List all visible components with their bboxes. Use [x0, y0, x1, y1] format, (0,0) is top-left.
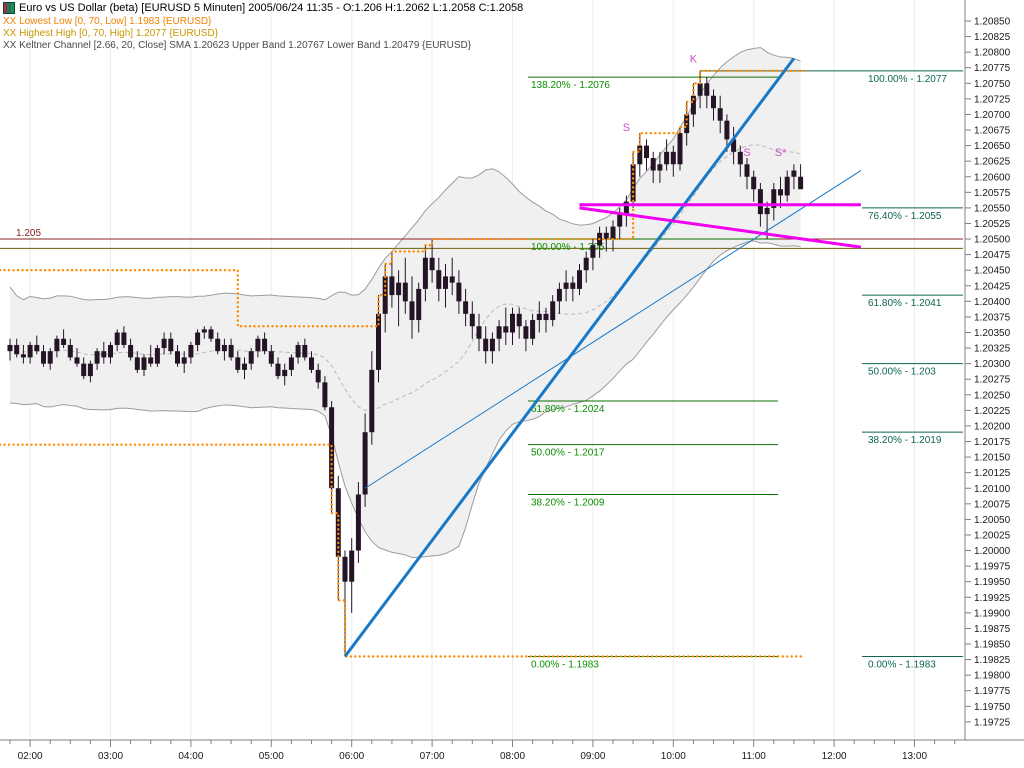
price-tick-label: 1.20000 [974, 546, 1011, 557]
time-tick-label: 13:00 [902, 751, 927, 762]
price-tick-label: 1.20675 [974, 126, 1011, 137]
fib-level-label: 138.20% - 1.2076 [531, 80, 610, 91]
time-tick-label: 05:00 [259, 751, 284, 762]
price-tick-label: 1.20850 [974, 17, 1011, 28]
time-tick-label: 03:00 [98, 751, 123, 762]
fib-level-label: 50.00% - 1.203 [868, 367, 936, 378]
descending-support-line[interactable] [579, 206, 862, 249]
price-tick-label: 1.19875 [974, 624, 1011, 635]
price-tick-label: 1.20650 [974, 141, 1011, 152]
time-tick-label: 10:00 [661, 751, 686, 762]
fib-retracement-primary[interactable]: 138.20% - 1.2076 100.00% - 1.205 61.80% - … [528, 76, 778, 670]
price-tick-label: 1.20375 [974, 312, 1011, 323]
window-title: Euro vs US Dollar (beta) [EURUSD 5 Minut… [19, 1, 524, 14]
legend-lowest-low: XX Lowest Low [0, 70, Low] 1.1983 {EURUS… [3, 16, 212, 27]
fib-level-label: 0.00% - 1.1983 [531, 659, 599, 670]
price-tick-label: 1.20400 [974, 297, 1011, 308]
time-tick-label: 04:00 [178, 751, 203, 762]
fib-retracement-secondary[interactable]: 100.00% - 1.2077 76.40% - 1.2055 61.80% - … [700, 70, 963, 671]
time-tick-label: 06:00 [339, 751, 364, 762]
annotation-label[interactable]: S [743, 147, 750, 159]
price-tick-label: 1.20575 [974, 188, 1011, 199]
price-tick-label: 1.20450 [974, 266, 1011, 277]
lowest-low-line [0, 443, 806, 658]
price-tick-label: 1.20175 [974, 437, 1011, 448]
price-tick-label: 1.20125 [974, 468, 1011, 479]
chart-icon [3, 2, 15, 14]
price-tick-label: 1.19800 [974, 671, 1011, 682]
price-tick-label: 1.19850 [974, 640, 1011, 651]
annotation-label[interactable]: S [623, 122, 630, 134]
price-tick-label: 1.20025 [974, 530, 1011, 541]
time-tick-label: 08:00 [500, 751, 525, 762]
price-tick-label: 1.20725 [974, 94, 1011, 105]
fib-level-label: 61.80% - 1.2041 [868, 298, 942, 309]
price-tick-label: 1.20150 [974, 453, 1011, 464]
price-tick-label: 1.20225 [974, 406, 1011, 417]
price-tick-label: 1.19975 [974, 562, 1011, 573]
price-tick-label: 1.20600 [974, 172, 1011, 183]
price-tick-label: 1.20275 [974, 375, 1011, 386]
time-axis[interactable]: 02:00 03:00 04:00 05:00 06:00 07:00 08:00 09:00… [9, 740, 956, 762]
time-tick-label: 07:00 [420, 751, 445, 762]
price-tick-label: 1.20750 [974, 79, 1011, 90]
legend-keltner: XX Keltner Channel [2.66, 20, Close] SMA… [3, 40, 472, 51]
annotation-label[interactable]: K [690, 53, 698, 65]
fib-level-label: 50.00% - 1.2017 [531, 448, 605, 459]
price-tick-label: 1.20625 [974, 157, 1011, 168]
price-tick-label: 1.19750 [974, 702, 1011, 713]
price-tick-label: 1.20100 [974, 484, 1011, 495]
fib-level-label: 100.00% - 1.2077 [868, 74, 947, 85]
price-tick-label: 1.20050 [974, 515, 1011, 526]
fib-level-label: 38.20% - 1.2009 [531, 497, 605, 508]
time-tick-label: 12:00 [822, 751, 847, 762]
price-axis[interactable]: 1.20850 1.20825 1.20800 1.20775 1.20750 1.207… [965, 17, 1011, 729]
price-tick-label: 1.20425 [974, 281, 1011, 292]
donchian-lines [0, 69, 806, 658]
price-tick-label: 1.20550 [974, 203, 1011, 214]
annotation-label[interactable]: S* [775, 147, 787, 159]
price-tick-label: 1.20700 [974, 110, 1011, 121]
keltner-sma-line [9, 144, 801, 411]
price-tick-label: 1.19775 [974, 686, 1011, 697]
price-tick-label: 1.20350 [974, 328, 1011, 339]
chart-legend: Euro vs US Dollar (beta) [EURUSD 5 Minut… [3, 2, 523, 51]
drawn-lines[interactable] [343, 57, 862, 658]
time-tick-label: 09:00 [580, 751, 605, 762]
fib-level-label: 38.20% - 1.2019 [868, 435, 942, 446]
candles [7, 70, 804, 657]
price-tick-label: 1.20525 [974, 219, 1011, 230]
fib-level-label: 100.00% - 1.205 [531, 242, 605, 253]
highest-high-line [0, 69, 806, 328]
price-tick-label: 1.20300 [974, 359, 1011, 370]
price-tick-label: 1.20200 [974, 421, 1011, 432]
fib-level-label: 0.00% - 1.1983 [868, 659, 936, 670]
time-tick-label: 02:00 [18, 751, 43, 762]
price-tick-label: 1.20250 [974, 390, 1011, 401]
price-tick-label: 1.20825 [974, 32, 1011, 43]
price-tick-label: 1.20075 [974, 499, 1011, 510]
fib-level-label: 61.80% - 1.2024 [531, 404, 605, 415]
price-tick-label: 1.19925 [974, 593, 1011, 604]
price-tick-label: 1.20775 [974, 63, 1011, 74]
price-line-label: 1.205 [16, 228, 41, 239]
price-tick-label: 1.20800 [974, 48, 1011, 59]
price-tick-label: 1.20475 [974, 250, 1011, 261]
price-tick-label: 1.20325 [974, 344, 1011, 355]
price-tick-label: 1.19825 [974, 655, 1011, 666]
time-tick-label: 11:00 [742, 751, 767, 762]
keltner-lower-band [9, 240, 801, 559]
trendline-shallow[interactable] [364, 170, 862, 489]
price-tick-label: 1.19725 [974, 717, 1011, 728]
annotations[interactable]: S K S S* [623, 53, 787, 158]
price-tick-label: 1.19950 [974, 577, 1011, 588]
keltner-upper-band [9, 46, 801, 301]
fib-level-label: 76.40% - 1.2055 [868, 211, 942, 222]
price-tick-label: 1.19900 [974, 608, 1011, 619]
price-tick-label: 1.20500 [974, 235, 1011, 246]
legend-highest-high: XX Highest High [0, 70, High] 1.2077 {EU… [3, 28, 219, 39]
